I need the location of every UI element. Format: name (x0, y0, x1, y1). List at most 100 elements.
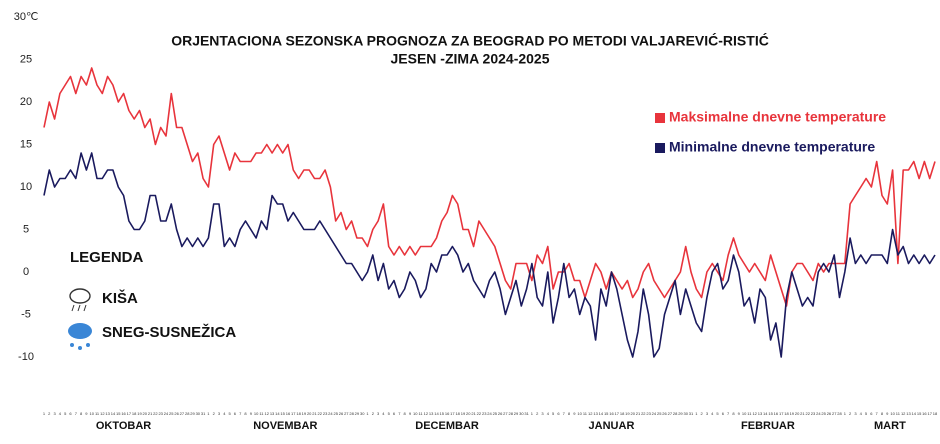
x-tick-label: 25 (169, 411, 174, 416)
rain-icon (69, 288, 91, 312)
x-tick-label: 23 (811, 411, 816, 416)
x-tick-label: 7 (563, 411, 566, 416)
x-tick-label: 3 (218, 411, 221, 416)
x-tick-label: 13 (429, 411, 434, 416)
x-tick-label: 30 (196, 411, 201, 416)
x-tick-label: 2 (536, 411, 539, 416)
x-tick-label: 11 (583, 411, 588, 416)
y-tick-label: -5 (21, 308, 31, 320)
x-tick-label: 3 (854, 411, 857, 416)
x-tick-label: 18 (784, 411, 789, 416)
x-tick-label: 20 (466, 411, 471, 416)
x-tick-label: 3 (53, 411, 56, 416)
x-tick-label: 1 (531, 411, 534, 416)
x-tick-label: 17 (450, 411, 455, 416)
x-tick-label: 13 (758, 411, 763, 416)
x-tick-label: 15 (280, 411, 285, 416)
x-tick-label: 14 (912, 411, 917, 416)
x-tick-label: 8 (80, 411, 83, 416)
y-tick-label: 0 (23, 266, 29, 278)
x-tick-label: 12 (752, 411, 757, 416)
x-tick-label: 21 (148, 411, 153, 416)
x-tick-label: 5 (388, 411, 391, 416)
x-tick-label: 25 (333, 411, 338, 416)
x-tick-label: 23 (482, 411, 487, 416)
chart-subtitle: JESEN -ZIMA 2024-2025 (391, 51, 550, 67)
x-tick-label: 11 (95, 411, 100, 416)
x-tick-label: 29 (678, 411, 683, 416)
x-tick-label: 1 (695, 411, 698, 416)
x-tick-label: 27 (832, 411, 837, 416)
x-tick-label: 26 (174, 411, 179, 416)
x-tick-label: 31 (524, 411, 529, 416)
x-tick-label: 19 (137, 411, 142, 416)
x-tick-label: 28 (185, 411, 190, 416)
x-tick-label: 22 (318, 411, 323, 416)
x-tick-label: 24 (164, 411, 169, 416)
x-tick-label: 18 (296, 411, 301, 416)
x-tick-label: 24 (816, 411, 821, 416)
x-tick-label: 10 (742, 411, 747, 416)
legend-label: Minimalne dnevne temperature (669, 139, 875, 155)
x-tick-label: 15 (440, 411, 445, 416)
y-tick-label: 10 (20, 181, 32, 193)
x-tick-label: 14 (763, 411, 768, 416)
x-tick-label: 9 (85, 411, 88, 416)
x-tick-label: 30 (519, 411, 524, 416)
x-tick-label: 4 (59, 411, 62, 416)
x-tick-label: 8 (404, 411, 407, 416)
x-tick-label: 27 (668, 411, 673, 416)
x-tick-label: 19 (625, 411, 630, 416)
x-tick-label: 19 (461, 411, 466, 416)
x-tick-label: 29 (190, 411, 195, 416)
x-tick-label: 15 (116, 411, 121, 416)
y-tick-label: 15 (20, 138, 32, 150)
x-tick-label: 17 (927, 411, 932, 416)
x-tick-label: 8 (732, 411, 735, 416)
x-tick-label: 10 (254, 411, 259, 416)
x-tick-label: 24 (652, 411, 657, 416)
x-tick-label: 2 (372, 411, 375, 416)
x-tick-label: 5 (229, 411, 232, 416)
x-tick-label: 10 (413, 411, 418, 416)
x-tick-label: 15 (604, 411, 609, 416)
x-tick-label: 12 (588, 411, 593, 416)
x-tick-label: 8 (881, 411, 884, 416)
legend-item: SNEG-SUSNEŽICA (102, 323, 236, 341)
series-line (43, 152, 936, 358)
x-tick-label: 3 (541, 411, 544, 416)
y-tick-label: 20 (20, 96, 32, 108)
x-tick-label: 8 (568, 411, 571, 416)
x-tick-label: 6 (722, 411, 725, 416)
x-tick-label: 2 (48, 411, 51, 416)
x-tick-label: 26 (498, 411, 503, 416)
x-tick-label: 29 (355, 411, 360, 416)
x-tick-label: 8 (244, 411, 247, 416)
x-tick-label: 12 (100, 411, 105, 416)
x-tick-label: 11 (747, 411, 752, 416)
month-label: NOVEMBAR (253, 420, 317, 432)
x-tick-label: 16 (286, 411, 291, 416)
x-tick-label: 31 (689, 411, 694, 416)
series-line (43, 67, 936, 307)
x-tick-label: 14 (599, 411, 604, 416)
x-tick-label: 11 (259, 411, 264, 416)
x-tick-label: 14 (111, 411, 116, 416)
x-tick-label: 7 (239, 411, 242, 416)
x-tick-label: 23 (323, 411, 328, 416)
x-tick-label: 13 (906, 411, 911, 416)
x-tick-label: 13 (270, 411, 275, 416)
x-tick-label: 31 (201, 411, 206, 416)
x-tick-label: 16 (609, 411, 614, 416)
x-tick-label: 10 (577, 411, 582, 416)
x-tick-label: 7 (876, 411, 879, 416)
x-tick-label: 16 (922, 411, 927, 416)
x-tick-label: 6 (557, 411, 560, 416)
x-tick-label: 3 (377, 411, 380, 416)
x-tick-label: 2 (701, 411, 704, 416)
x-tick-label: 5 (716, 411, 719, 416)
x-tick-label: 23 (158, 411, 163, 416)
x-tick-label: 1 (844, 411, 847, 416)
x-tick-label: 5 (552, 411, 555, 416)
month-label: DECEMBAR (415, 420, 479, 432)
